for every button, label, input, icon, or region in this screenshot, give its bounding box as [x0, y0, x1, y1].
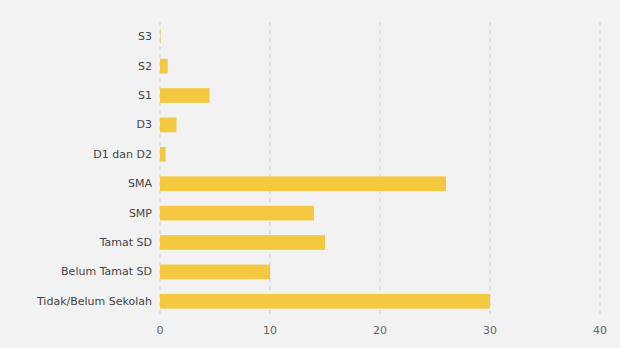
y-tick-label: SMP [129, 207, 152, 220]
y-tick-label: SMA [128, 177, 152, 190]
x-tick-label: 30 [483, 324, 497, 337]
y-tick-label: Belum Tamat SD [61, 265, 152, 278]
grid-line [490, 22, 491, 316]
bar [160, 118, 177, 133]
bar [160, 88, 210, 103]
bar [160, 294, 490, 309]
background [0, 0, 620, 348]
bar [160, 206, 314, 221]
grid-line [600, 22, 601, 316]
y-tick-label: S3 [138, 30, 152, 43]
y-tick-label: S2 [138, 60, 152, 73]
chart-container: 0 10 20 30 40 Tidak/Belum Sekolah Belum Tamat … [0, 0, 620, 348]
x-tick-label: 0 [157, 324, 164, 337]
bar [160, 147, 166, 162]
x-tick-label: 10 [263, 324, 277, 337]
bar [160, 59, 168, 74]
chart: 0 10 20 30 40 Tidak/Belum Sekolah Belum Tamat … [0, 0, 620, 348]
bar [160, 265, 270, 280]
x-tick-label: 20 [373, 324, 387, 337]
y-tick-label: D3 [137, 118, 152, 131]
x-axis: 0 10 20 30 40 [157, 324, 608, 337]
bar [160, 176, 446, 191]
x-tick-label: 40 [593, 324, 607, 337]
grid [160, 22, 600, 316]
y-tick-label: Tamat SD [99, 236, 152, 249]
y-tick-label: D1 dan D2 [93, 148, 152, 161]
bar [160, 29, 161, 44]
bar [160, 235, 325, 250]
y-axis: Tidak/Belum Sekolah Belum Tamat SD Tamat S… [36, 30, 153, 308]
y-tick-label: S1 [138, 89, 152, 102]
bars [160, 29, 490, 308]
y-tick-label: Tidak/Belum Sekolah [36, 295, 152, 308]
grid-line [380, 22, 381, 316]
